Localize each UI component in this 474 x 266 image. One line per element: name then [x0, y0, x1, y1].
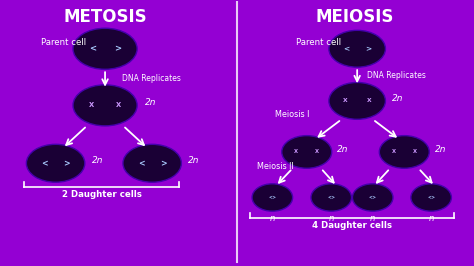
Text: 2n: 2n	[189, 156, 200, 165]
Text: n: n	[328, 214, 334, 223]
Text: X: X	[116, 102, 121, 108]
Text: n: n	[270, 214, 275, 223]
Text: 2n: 2n	[435, 145, 447, 154]
Ellipse shape	[311, 184, 352, 211]
Ellipse shape	[329, 82, 385, 119]
Text: DNA Replicates: DNA Replicates	[121, 74, 181, 83]
Ellipse shape	[73, 28, 137, 69]
Text: >: >	[64, 159, 70, 168]
Text: <>: <>	[327, 195, 335, 200]
Text: 2 Daughter cells: 2 Daughter cells	[62, 190, 141, 199]
Ellipse shape	[379, 136, 429, 168]
Text: DNA Replicates: DNA Replicates	[366, 71, 426, 80]
Text: Meiosis I: Meiosis I	[275, 110, 309, 119]
Text: <: <	[138, 159, 145, 168]
Ellipse shape	[329, 30, 385, 67]
Text: MEIOSIS: MEIOSIS	[316, 8, 394, 26]
Text: 4 Daughter cells: 4 Daughter cells	[312, 221, 392, 230]
Text: >: >	[114, 44, 121, 53]
Text: <>: <>	[268, 195, 276, 200]
Ellipse shape	[27, 144, 85, 182]
Ellipse shape	[411, 184, 451, 211]
Text: 2n: 2n	[337, 145, 349, 154]
Text: 2n: 2n	[392, 94, 403, 103]
Ellipse shape	[353, 184, 393, 211]
Text: <>: <>	[369, 195, 377, 200]
Text: 2n: 2n	[145, 98, 156, 107]
Text: X: X	[89, 102, 94, 108]
Text: <: <	[41, 159, 48, 168]
Text: <: <	[89, 44, 96, 53]
Text: n: n	[428, 214, 434, 223]
Ellipse shape	[282, 136, 332, 168]
Text: X: X	[413, 149, 417, 155]
Text: >: >	[365, 46, 371, 52]
Text: <: <	[343, 46, 349, 52]
Text: n: n	[370, 214, 375, 223]
Ellipse shape	[73, 85, 137, 126]
Ellipse shape	[252, 184, 292, 211]
Text: Parent cell: Parent cell	[41, 38, 87, 47]
Text: X: X	[343, 98, 347, 103]
Text: X: X	[294, 149, 298, 155]
Text: Parent cell: Parent cell	[296, 38, 341, 47]
Text: X: X	[367, 98, 371, 103]
Text: X: X	[315, 149, 319, 155]
Text: 2n: 2n	[92, 156, 103, 165]
Text: METOSIS: METOSIS	[63, 8, 147, 26]
Text: <>: <>	[427, 195, 435, 200]
Text: X: X	[392, 149, 396, 155]
Text: >: >	[160, 159, 166, 168]
Ellipse shape	[123, 144, 182, 182]
Text: Meiosis II: Meiosis II	[257, 162, 293, 171]
